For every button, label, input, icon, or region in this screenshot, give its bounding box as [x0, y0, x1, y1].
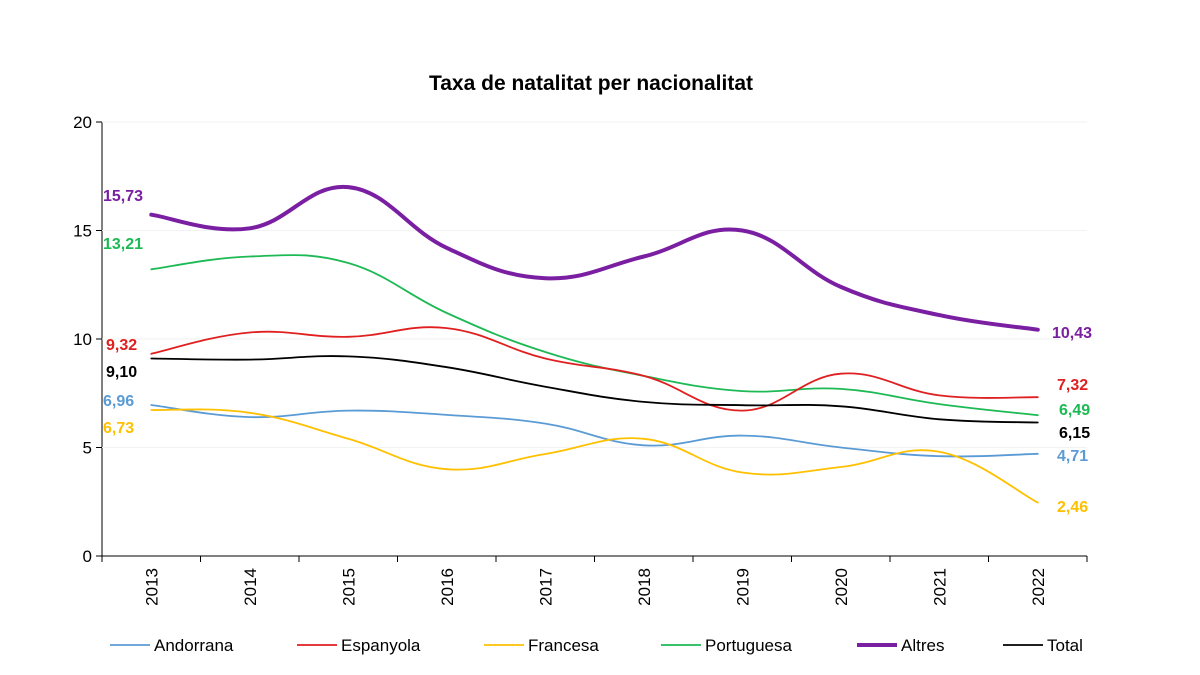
data-label-start-altres: 15,73 [103, 188, 143, 205]
data-label-end-andorrana: 4,71 [1057, 448, 1088, 465]
x-tick-label: 2017 [536, 568, 555, 606]
x-tick-label: 2020 [832, 568, 851, 606]
data-label-start-espanyola: 9,32 [106, 337, 137, 354]
x-tick-label: 2018 [635, 568, 654, 606]
series-line-altres [149, 184, 1040, 332]
x-tick-label: 2016 [438, 568, 457, 606]
y-tick-label: 10 [73, 330, 92, 349]
x-tick-label: 2022 [1029, 568, 1048, 606]
legend-label-espanyola: Espanyola [341, 636, 421, 655]
data-label-start-francesa: 6,73 [103, 420, 134, 437]
y-tick-label: 0 [83, 547, 92, 566]
legend-label-francesa: Francesa [528, 636, 599, 655]
data-label-end-espanyola: 7,32 [1057, 377, 1088, 394]
series-line-total [150, 355, 1039, 424]
x-tick-label: 2015 [339, 568, 358, 606]
data-label-end-portuguesa: 6,49 [1059, 402, 1090, 419]
series-line-andorrana [150, 404, 1039, 458]
x-tick-label: 2021 [930, 568, 949, 606]
data-label-start-portuguesa: 13,21 [103, 236, 143, 253]
legend-label-andorrana: Andorrana [154, 636, 234, 655]
legend-label-portuguesa: Portuguesa [705, 636, 792, 655]
data-label-start-total: 9,10 [106, 364, 137, 381]
chart-title: Taxa de natalitat per nacionalitat [429, 72, 753, 95]
series-layer [149, 184, 1040, 504]
data-label-end-total: 6,15 [1059, 425, 1090, 442]
data-label-end-francesa: 2,46 [1057, 499, 1088, 516]
x-tick-label: 2014 [241, 568, 260, 606]
series-line-espanyola [150, 326, 1039, 412]
data-label-start-andorrana: 6,96 [103, 393, 134, 410]
data-label-end-altres: 10,43 [1052, 325, 1092, 342]
y-tick-label: 20 [73, 113, 92, 132]
x-tick-label: 2019 [733, 568, 752, 606]
legend-label-total: Total [1047, 636, 1083, 655]
series-line-portuguesa [150, 254, 1039, 417]
axes: 0 5 10 15 20 2013 2014 2015 2016 2017 2018 2019 2020… [73, 113, 1088, 606]
x-tick-label: 2013 [142, 568, 161, 606]
legend: Andorrana Espanyola Francesa Portuguesa Altr… [110, 636, 1083, 655]
y-tick-label: 15 [73, 222, 92, 241]
legend-label-altres: Altres [901, 636, 944, 655]
data-labels: 6,96 4,71 9,32 7,32 6,73 2,46 13,21 6,49 15,73 10… [103, 188, 1092, 516]
series-line-francesa [150, 408, 1039, 504]
y-tick-label: 5 [83, 439, 92, 458]
